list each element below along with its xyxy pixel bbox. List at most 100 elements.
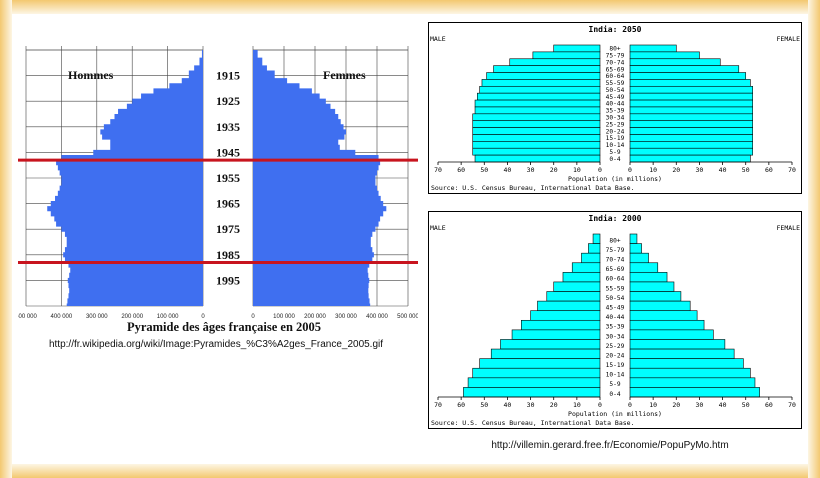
male-bar-45-49 [537,300,601,312]
x-tick-right: 200 000 [304,314,326,320]
male-bar-70-74 [509,58,601,66]
age-label-75-79: 75-79 [606,53,625,60]
x-tick-left: 100 000 [157,314,179,320]
male-bar-55-59 [553,281,601,292]
male-bar-60-64 [562,272,601,283]
male-bar-40-44 [530,310,601,321]
age-label-80+: 80+ [609,237,620,244]
x-tick-right: 500 000 [397,314,418,320]
india-2000-chart: India: 2000 MALE FEMALE 80+ 75-79 70-74 65-69 6… [428,211,802,429]
year-label-1975: 1975 [216,222,240,236]
x-tick-label: 50 [480,166,488,174]
female-bar-75-79 [629,51,700,60]
year-label-1985: 1985 [216,248,240,262]
hommes-bars [47,50,204,306]
female-bar-60-64 [629,72,747,80]
male-bar-50-54 [479,85,601,94]
x-tick-label: 0 [598,166,602,174]
female-bar-25-29 [629,339,726,350]
male-bar-80+ [553,44,601,53]
male-bar-35-39 [521,319,601,331]
age-label-20-24: 20-24 [606,128,625,135]
male-bar-60-64 [486,72,601,80]
x-tick-label: 40 [719,166,727,174]
male-bar-0-4 [474,154,601,163]
femmes-label: Femmes [323,68,366,82]
female-bar-0-4 [629,387,760,398]
x-tick-label: 60 [457,401,465,409]
male-bar-5-9 [472,147,601,156]
year-label-1945: 1945 [216,145,240,159]
female-bar-5-9 [629,147,753,156]
x-axis-label: Population (in millions) [568,175,662,183]
female-bar-60-64 [629,272,668,283]
year-label-1955: 1955 [216,171,240,185]
year-label-1935: 1935 [216,120,240,134]
female-bar-75-79 [629,243,642,254]
x-tick-label: 50 [742,166,750,174]
year-label-1995: 1995 [216,273,240,287]
male-bar-35-39 [474,106,601,115]
hommes-label: Hommes [68,68,114,82]
x-tick-left: 200 000 [121,314,143,320]
female-bar-70-74 [629,58,721,66]
x-tick-label: 20 [550,166,558,174]
female-bar-50-54 [629,85,753,94]
age-label-10-14: 10-14 [606,142,625,149]
female-bar-80+ [629,44,677,53]
age-label-15-19: 15-19 [606,135,625,142]
male-bar-30-34 [511,329,601,340]
age-label-50-54: 50-54 [606,295,625,302]
male-bar-25-29 [500,339,601,350]
x-tick-label: 10 [649,401,657,409]
female-bar-55-59 [629,79,751,87]
female-bar-20-24 [629,127,753,135]
india-chart-title: India: 2050 [589,24,642,34]
age-label-65-69: 65-69 [606,266,625,273]
x-tick-right: 300 000 [335,314,357,320]
male-label: MALE [430,35,446,43]
female-bar-55-59 [629,281,675,292]
x-tick-label: 30 [696,401,704,409]
india-source-url: http://villemin.gerard.free.fr/Economie/… [491,440,729,451]
female-bar-65-69 [629,262,659,273]
x-tick-label: 60 [457,166,465,174]
x-tick-right: 0 [251,314,255,320]
male-bar-0-4 [463,387,601,398]
india-chart-title: India: 2000 [589,213,642,223]
female-bar-10-14 [629,141,753,149]
male-bar-15-19 [472,134,601,142]
chart-source: Source: U.S. Census Bureau, Internationa… [431,419,635,427]
female-bar-35-39 [629,106,753,115]
age-label-70-74: 70-74 [606,257,625,264]
age-label-15-19: 15-19 [606,362,625,369]
male-bar-55-59 [481,79,601,87]
female-bar-20-24 [629,348,735,359]
x-tick-label: 20 [550,401,558,409]
year-label-1925: 1925 [216,94,240,108]
x-tick-label: 20 [672,401,680,409]
x-tick-label: 60 [765,166,773,174]
age-label-5-9: 5-9 [609,381,620,388]
year-label-1965: 1965 [216,197,240,211]
male-bar-20-24 [490,348,601,359]
france-pyramid-chart: Hommes Femmes 1915 1925 1935 1945 1955 1965 1975… [18,46,418,320]
age-label-0-4: 0-4 [609,391,620,398]
age-label-50-54: 50-54 [606,87,625,94]
x-tick-left: 500 000 [18,314,38,320]
x-tick-label: 70 [788,401,796,409]
male-bar-70-74 [581,252,601,264]
female-bar-80+ [629,233,638,244]
age-label-25-29: 25-29 [606,121,625,128]
male-bar-75-79 [532,51,601,60]
female-bar-35-39 [629,319,705,331]
x-tick-label: 10 [573,166,581,174]
age-label-45-49: 45-49 [606,94,625,101]
female-bar-30-34 [629,329,714,340]
female-bar-70-74 [629,252,649,264]
age-label-25-29: 25-29 [606,343,625,350]
age-label-20-24: 20-24 [606,352,625,359]
x-tick-label: 70 [434,166,442,174]
male-label: MALE [430,224,446,232]
